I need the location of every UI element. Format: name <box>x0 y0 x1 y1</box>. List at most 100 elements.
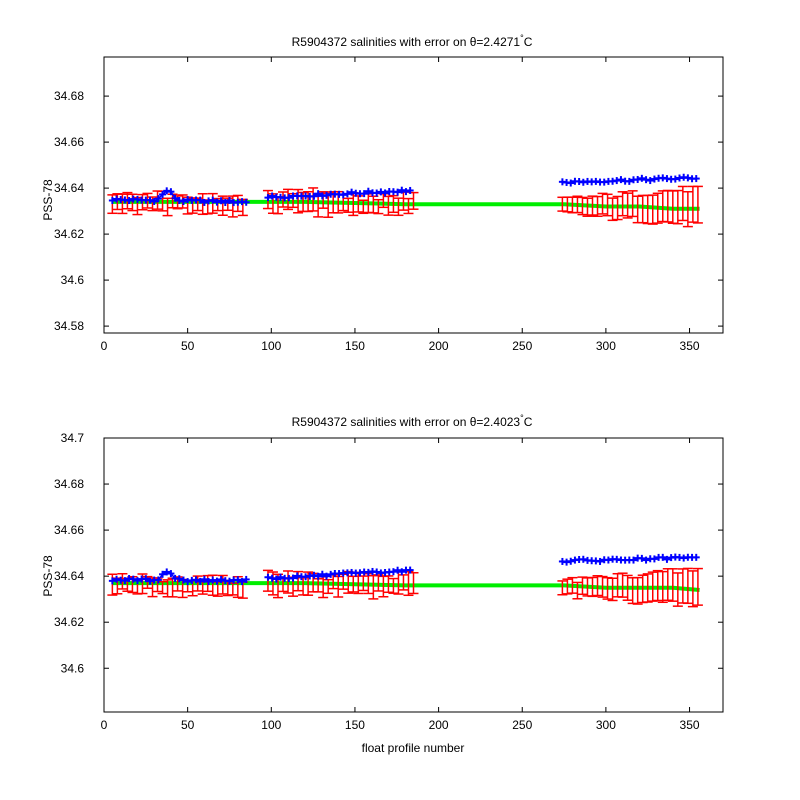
top-chart-float-salinity-point <box>225 196 233 204</box>
top-chart-float-salinity-point <box>242 198 250 206</box>
bottom-chart-float-salinity-point <box>146 577 154 585</box>
top-chart-ticks: 0 50 100 150 200 250 300 350 34.58 34.6 34.62 34.64… <box>54 57 723 353</box>
bottom-chart-error-bar <box>667 568 678 602</box>
bottom-chart-float-salinity-point <box>659 553 667 561</box>
top-chart-error-bar <box>343 197 354 213</box>
bottom-chart-error-bar <box>567 576 578 594</box>
bottom-chart-float-salinity-point <box>596 557 604 565</box>
top-chart-y-tick-label: 34.62 <box>54 227 84 241</box>
bottom-chart-error-bar <box>682 567 693 605</box>
top-chart-float-salinity-point <box>638 174 646 182</box>
top-chart-error-bar <box>612 195 623 221</box>
bottom-chart-error-bar <box>192 575 203 592</box>
top-chart-float-salinity-point <box>634 175 642 183</box>
bottom-chart-error-bar <box>692 567 703 606</box>
top-chart-float-salinity-point <box>398 186 406 194</box>
top-chart-y-tick-label: 34.68 <box>54 89 84 103</box>
bottom-chart-float-salinity-point <box>225 577 233 585</box>
bottom-chart-float-salinity-point <box>272 575 280 583</box>
top-chart-float-salinity-point <box>617 176 625 184</box>
top-chart-x-tick-label: 200 <box>429 339 449 353</box>
top-chart-error-bar <box>577 196 588 216</box>
top-chart-x-tick-label: 0 <box>101 339 108 353</box>
bottom-chart-float-salinity-point <box>213 577 221 585</box>
bottom-chart-float-salinity-point <box>163 568 171 576</box>
bottom-chart-x-tick-label: 50 <box>181 718 195 732</box>
top-chart-y-tick-label: 34.64 <box>54 181 84 195</box>
bottom-chart-float-salinity-point <box>650 555 658 563</box>
bottom-chart-x-tick-label: 250 <box>512 718 532 732</box>
bottom-chart-x-axis-label: float profile number <box>362 741 465 755</box>
bottom-chart-float-salinity-point <box>323 572 331 580</box>
top-chart-float-salinity-point <box>310 192 318 200</box>
bottom-chart-float-salinity-point <box>175 575 183 583</box>
bottom-chart-float-salinity-point <box>567 557 575 565</box>
bottom-chart-float-salinity-point <box>200 575 208 583</box>
bottom-chart-y-tick-label: 34.6 <box>61 661 85 675</box>
bottom-chart-x-tick-label: 0 <box>101 718 108 732</box>
top-chart-float-salinity-point <box>179 198 187 206</box>
top-chart-float-salinity-point <box>167 188 175 196</box>
bottom-chart-float-salinity-point <box>217 575 225 583</box>
top-chart-float-salinity-point <box>154 195 162 203</box>
top-chart-error-bar <box>672 189 683 225</box>
top-chart-float-salinity-point <box>171 194 179 202</box>
bottom-chart-float-salinity-point <box>692 553 700 561</box>
top-chart-float-salinity-point <box>221 198 229 206</box>
top-chart-x-tick-label: 150 <box>345 339 365 353</box>
bottom-chart-float-salinity-point <box>276 573 284 581</box>
top-chart-error-bar <box>403 197 414 215</box>
top-chart-float-salinity-point <box>373 189 381 197</box>
bottom-chart: R5904372 salinities with error on θ=2.40… <box>41 413 724 755</box>
top-chart-error-bar <box>617 191 628 217</box>
top-chart-float-salinity-point <box>364 187 372 195</box>
top-chart-float-salinity-point <box>264 194 272 202</box>
top-chart-float-salinity-point <box>671 175 679 183</box>
bottom-chart-axes-box <box>103 437 724 713</box>
top-chart-float-salinity-point <box>213 198 221 206</box>
top-chart-float-salinity-point <box>567 179 575 187</box>
top-chart-float-salinity-point <box>196 196 204 204</box>
bottom-chart-float-salinity-point <box>663 555 671 563</box>
bottom-chart-title: R5904372 salinities with error on θ=2.40… <box>292 413 533 429</box>
top-chart-y-tick-label: 34.6 <box>61 273 85 287</box>
top-chart-float-salinity-point <box>402 188 410 196</box>
bottom-chart-float-salinity-point <box>142 575 150 583</box>
top-chart-x-tick-label: 100 <box>261 339 281 353</box>
top-chart-error-bar <box>607 197 618 222</box>
top-chart-y-axis-label: PSS-78 <box>41 179 55 221</box>
top-chart-error-bar <box>677 185 688 222</box>
bottom-chart-float-salinity-point <box>406 566 414 574</box>
top-chart-float-salinity-point <box>159 190 167 198</box>
top-chart-float-salinity-point <box>200 198 208 206</box>
bottom-chart-float-salinity-point <box>638 554 646 562</box>
top-chart-error-bar <box>278 191 289 208</box>
bottom-chart-float-salinity-point <box>167 570 175 578</box>
top-chart-error-bar <box>358 199 369 215</box>
bottom-chart-error-bar <box>657 570 668 604</box>
top-chart-float-salinity-point <box>150 197 158 205</box>
bottom-chart-float-salinity-point <box>389 568 397 576</box>
bottom-chart-error-bar <box>592 575 603 597</box>
bottom-chart-error-bar <box>557 580 568 596</box>
bottom-chart-float-salinity-point <box>318 570 326 578</box>
top-chart-float-salinity-point <box>285 194 293 202</box>
bottom-chart-error-bar <box>642 573 653 603</box>
bottom-chart-error-bar <box>597 575 608 598</box>
top-chart-float-salinity-point <box>625 177 633 185</box>
top-chart-error-bar <box>217 195 228 216</box>
top-chart-error-bar <box>572 195 583 214</box>
bottom-chart-y-tick-label: 34.66 <box>54 523 84 537</box>
bottom-chart-float-salinity-point <box>579 555 587 563</box>
bottom-chart-float-salinity-point <box>209 576 217 584</box>
bottom-chart-error-bar <box>283 570 294 594</box>
top-chart-float-salinity-point <box>268 192 276 200</box>
bottom-chart-x-tick-label: 100 <box>261 718 281 732</box>
bottom-chart-error-bar <box>687 570 698 608</box>
bottom-chart-float-salinity-point <box>133 577 141 585</box>
top-chart-x-tick-label: 250 <box>512 339 532 353</box>
bottom-chart-error-bar <box>632 576 643 605</box>
bottom-chart-x-tick-label: 200 <box>429 718 449 732</box>
bottom-chart-error-bar <box>577 576 588 596</box>
